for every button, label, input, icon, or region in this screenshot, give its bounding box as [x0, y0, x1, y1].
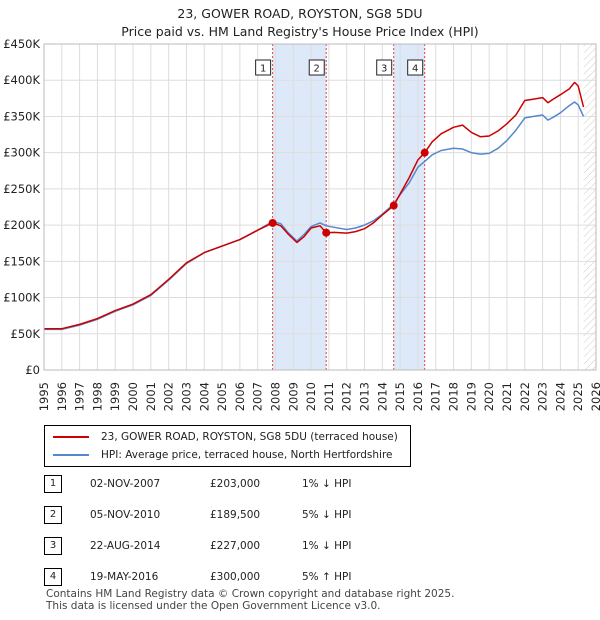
transaction-hpi: 1% ↓ HPI — [302, 477, 352, 490]
table-row: 1 02-NOV-2007 £203,000 1% ↓ HPI — [40, 468, 351, 499]
legend-swatch-property — [53, 436, 89, 438]
transaction-date: 02-NOV-2007 — [90, 477, 161, 490]
y-tick-label: £0 — [25, 363, 40, 377]
y-tick-label: £400K — [3, 73, 40, 87]
legend-item-property: 23, GOWER ROAD, ROYSTON, SG8 5DU (terrac… — [53, 429, 398, 445]
transaction-date: 19-MAY-2016 — [90, 570, 159, 583]
x-tick-label: 2024 — [553, 382, 567, 411]
sale-label: 4 — [412, 64, 418, 75]
sale-point — [389, 201, 398, 210]
x-tick-label: 2025 — [571, 382, 585, 411]
transaction-price: £227,000 — [210, 539, 261, 552]
legend-label-hpi: HPI: Average price, terraced house, Nort… — [101, 449, 393, 461]
x-tick-label: 2018 — [447, 382, 461, 411]
transaction-price: £203,000 — [210, 477, 261, 490]
x-tick-label: 2014 — [375, 382, 389, 411]
future-hatch — [583, 44, 596, 370]
sale-label: 3 — [381, 64, 387, 75]
x-tick-label: 1995 — [37, 382, 51, 411]
y-tick-label: £250K — [3, 182, 40, 196]
transaction-number: 4 — [44, 567, 62, 586]
x-tick-label: 2003 — [179, 382, 193, 411]
sale-point — [268, 218, 277, 227]
transaction-date: 05-NOV-2010 — [90, 508, 161, 521]
x-tick-label: 2006 — [233, 382, 247, 411]
footer-notice: Contains HM Land Registry data © Crown c… — [46, 588, 454, 612]
x-tick-label: 2012 — [340, 382, 354, 411]
sale-label: 2 — [314, 64, 320, 75]
y-tick-label: £150K — [3, 254, 40, 268]
x-tick-label: 1997 — [73, 382, 87, 411]
y-tick-label: £300K — [3, 146, 40, 160]
x-tick-label: 2019 — [464, 382, 478, 411]
x-tick-label: 2001 — [144, 382, 158, 411]
x-tick-label: 2021 — [500, 382, 514, 411]
property-price-line — [44, 81, 585, 330]
x-tick-label: 2015 — [393, 382, 407, 411]
x-tick-label: 2026 — [589, 382, 600, 411]
plot-border — [43, 43, 597, 371]
transactions-table: 1 02-NOV-2007 £203,000 1% ↓ HPI 2 05-NOV… — [40, 468, 351, 592]
sale-period-shade — [393, 44, 425, 370]
x-tick-label: 2005 — [215, 382, 229, 411]
chart-title: 23, GOWER ROAD, ROYSTON, SG8 5DU — [177, 6, 423, 21]
sale-point — [322, 228, 331, 237]
transaction-date: 22-AUG-2014 — [90, 539, 161, 552]
x-tick-label: 2007 — [251, 382, 265, 411]
sale-label-box — [255, 59, 272, 76]
sale-label-box — [308, 59, 325, 76]
y-tick-label: £50K — [11, 327, 41, 341]
x-tick-label: 2020 — [482, 382, 496, 411]
x-tick-label: 2017 — [429, 382, 443, 411]
legend-label-property: 23, GOWER ROAD, ROYSTON, SG8 5DU (terrac… — [101, 431, 398, 443]
table-row: 3 22-AUG-2014 £227,000 1% ↓ HPI — [40, 530, 351, 561]
x-tick-label: 1998 — [90, 382, 104, 411]
footer-copyright: Contains HM Land Registry data © Crown c… — [46, 588, 455, 600]
x-tick-label: 2004 — [197, 382, 211, 411]
x-tick-label: 1999 — [108, 382, 122, 411]
sale-label-box — [376, 59, 393, 76]
x-tick-label: 2011 — [322, 382, 336, 411]
transaction-hpi: 5% ↑ HPI — [302, 570, 352, 583]
transaction-hpi: 1% ↓ HPI — [302, 539, 352, 552]
transaction-hpi: 5% ↓ HPI — [302, 508, 352, 521]
y-tick-label: £350K — [3, 109, 40, 123]
legend-item-hpi: HPI: Average price, terraced house, Nort… — [53, 447, 393, 463]
transaction-number: 1 — [44, 474, 62, 493]
legend-swatch-hpi — [53, 454, 89, 456]
footer-license: This data is licensed under the Open Gov… — [46, 600, 381, 612]
x-tick-label: 2002 — [162, 382, 176, 411]
x-tick-label: 2013 — [358, 382, 372, 411]
y-tick-label: £450K — [3, 37, 40, 51]
transaction-price: £300,000 — [210, 570, 261, 583]
x-tick-label: 2023 — [536, 382, 550, 411]
x-tick-label: 2000 — [126, 382, 140, 411]
transaction-price: £189,500 — [210, 508, 261, 521]
x-tick-label: 2009 — [286, 382, 300, 411]
transaction-number: 3 — [44, 536, 62, 555]
y-tick-label: £100K — [3, 291, 40, 305]
x-tick-label: 2008 — [268, 382, 282, 411]
sale-point — [420, 148, 429, 157]
table-row: 2 05-NOV-2010 £189,500 5% ↓ HPI — [40, 499, 351, 530]
price-chart: £0 £50K £100K £150K £200K £250K £300K £350K £400… — [3, 37, 600, 411]
x-tick-label: 1996 — [55, 382, 69, 411]
x-tick-label: 2022 — [518, 382, 532, 411]
transaction-number: 2 — [44, 505, 62, 524]
x-tick-label: 2010 — [304, 382, 318, 411]
chart-subtitle: Price paid vs. HM Land Registry's House … — [121, 24, 479, 39]
y-tick-label: £200K — [3, 218, 40, 232]
sale-period-shade — [272, 44, 327, 370]
sale-label: 1 — [260, 64, 266, 75]
legend: 23, GOWER ROAD, ROYSTON, SG8 5DU (terrac… — [44, 425, 411, 467]
sale-label-box — [407, 59, 424, 76]
x-tick-label: 2016 — [411, 382, 425, 411]
table-row: 4 19-MAY-2016 £300,000 5% ↑ HPI — [40, 561, 351, 592]
